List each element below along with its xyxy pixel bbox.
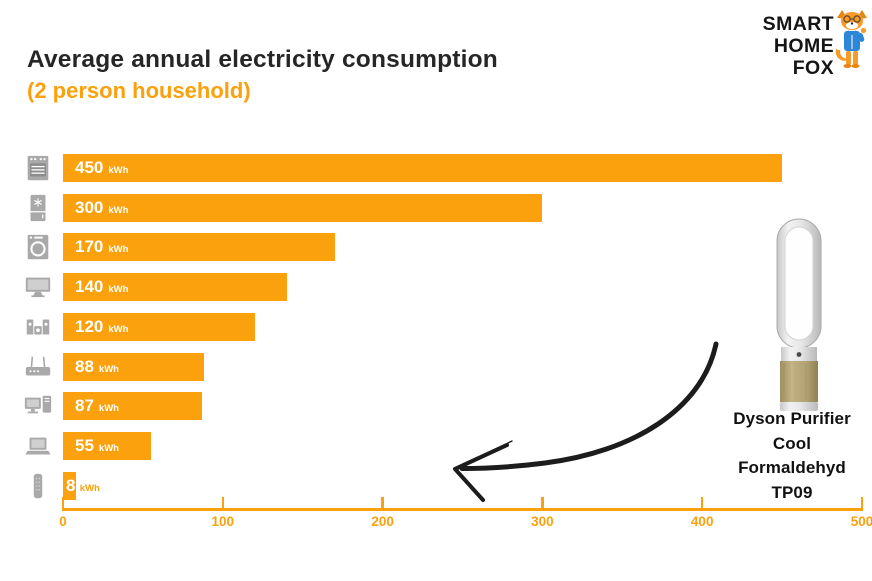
tick-mark [860, 497, 864, 511]
smart-home-fox-logo: SMART HOME FOX [763, 8, 869, 79]
bar-wifi-router: 88 kWh [63, 352, 204, 381]
bar-unit: kWh [108, 165, 129, 176]
tick-label: 100 [211, 514, 235, 529]
bar-washing-machine: 170 kWh [63, 233, 335, 262]
tick-mark [700, 497, 704, 511]
product-label-line-4: TP09 [771, 482, 813, 502]
bar-oven: 450 kWh [63, 154, 783, 182]
chart-row-tv: 140 kWh [0, 271, 872, 303]
bar-unit: kWh [108, 244, 129, 256]
chart-row-wifi-router: 88 kWh [0, 351, 872, 383]
chart-row-fridge-freezer: 300 kWh [0, 192, 872, 224]
air-purifier-icon [20, 470, 56, 502]
bar-value: 450 [75, 158, 104, 177]
tick-mark [221, 497, 225, 511]
bar-fridge-freezer: 300 kWh [63, 193, 543, 222]
bar-unit: kWh [98, 442, 119, 454]
bar-stereo-system: 120 kWh [63, 312, 255, 341]
bar-unit: kWh [98, 403, 119, 415]
x-axis: 0 100 200 300 400 500 [59, 497, 872, 542]
tick-label: 300 [531, 514, 554, 529]
bar-unit: kWh [108, 323, 129, 335]
bar-unit: kWh [108, 284, 129, 296]
fridge-freezer-icon [20, 192, 56, 224]
tick-label: 400 [690, 514, 714, 529]
tick-mark [541, 497, 544, 511]
bar-unit: kWh [98, 363, 119, 375]
x-axis-line [62, 508, 863, 511]
tick-mark [381, 497, 384, 511]
bar-desktop-pc: 87 kWh [63, 392, 203, 421]
product-label-line-3: Formaldehyd [738, 458, 846, 477]
fox-mascot-icon [835, 8, 869, 74]
bar-value: 88 [75, 356, 94, 376]
logo-text-line-3: FOX [792, 57, 834, 79]
chart-row-laptop: 55 kWh [0, 430, 872, 462]
bar-value: 140 [75, 277, 104, 297]
bar-value: 87 [75, 396, 94, 416]
chart-row-desktop-pc: 87 kWh [0, 390, 872, 422]
logo-text-line-1: SMART [762, 13, 834, 35]
bar-value: 8 [66, 475, 76, 495]
tick-label: 0 [59, 514, 67, 529]
page-title: Average annual electricity consumption [27, 46, 498, 73]
chart-row-washing-machine: 170 kWh [0, 231, 872, 263]
chart-row-air-purifier: 8 kWh [0, 470, 872, 502]
page-subtitle: (2 person household) [27, 78, 251, 103]
tick-label: 200 [371, 514, 394, 529]
tv-icon [20, 271, 56, 303]
desktop-pc-icon [20, 390, 56, 422]
bar-laptop: 55 kWh [63, 431, 151, 460]
bar-value: 300 [75, 197, 104, 217]
oven-icon [20, 152, 56, 184]
bar-air-purifier: 8 [63, 471, 76, 500]
tick-mark [61, 497, 65, 511]
tick-label: 500 [850, 514, 872, 529]
chart-row-oven: 450 kWh [0, 154, 872, 182]
dyson-purifier-image [768, 216, 830, 413]
bar-value: 120 [75, 316, 104, 336]
bar-unit: kWh [79, 482, 100, 494]
product-label-line-2: Cool [772, 433, 812, 453]
chart-row-stereo-system: 120 kWh [0, 311, 872, 343]
bar-tv: 140 kWh [63, 273, 287, 302]
logo-text: SMART HOME FOX [763, 13, 834, 79]
laptop-icon [20, 430, 56, 462]
wifi-router-icon [20, 351, 56, 383]
product-label: Dyson Purifier Cool Formaldehyd TP09 [709, 407, 872, 505]
stereo-system-icon [20, 311, 56, 343]
washing-machine-icon [20, 231, 56, 263]
product-label-line-1: Dyson Purifier [733, 409, 851, 428]
bar-unit: kWh [108, 204, 129, 216]
bar-value: 170 [75, 237, 104, 257]
logo-text-line-2: HOME [773, 35, 834, 57]
bar-chart: 450 kWh 300 kWh 170 kWh 140 kWh 120 kWh 88 kWh 87 kWh… [0, 154, 872, 502]
bar-value: 55 [75, 435, 94, 455]
